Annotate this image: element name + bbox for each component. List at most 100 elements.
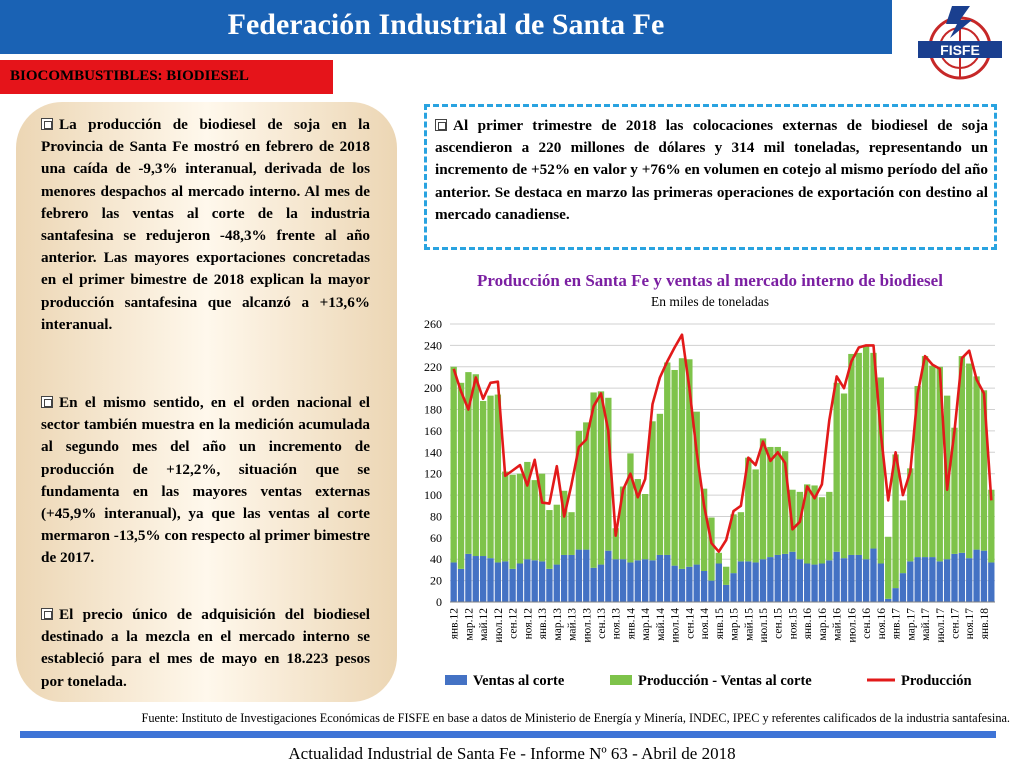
bar-produccion-menos-ventas xyxy=(590,392,597,568)
bar-produccion-menos-ventas xyxy=(921,356,929,558)
x-tick-label: янв.16 xyxy=(802,608,814,639)
bar-ventas xyxy=(502,561,509,602)
x-tick-label: июл.12 xyxy=(493,608,505,643)
bar-produccion-menos-ventas xyxy=(811,485,818,565)
bar-produccion-menos-ventas xyxy=(973,376,980,550)
bar-ventas xyxy=(627,562,634,602)
bar-ventas xyxy=(877,563,885,602)
bar-produccion-menos-ventas xyxy=(450,366,457,563)
bar-produccion-menos-ventas xyxy=(568,512,575,555)
bar-produccion-menos-ventas xyxy=(745,457,752,562)
bar-ventas xyxy=(700,570,708,602)
bar-ventas xyxy=(619,559,627,602)
bar-produccion-menos-ventas xyxy=(980,390,988,551)
bar-ventas xyxy=(951,553,958,602)
bar-ventas xyxy=(715,563,722,602)
bar-ventas xyxy=(494,562,502,602)
checkbox-bullet-icon xyxy=(435,119,447,131)
bar-ventas xyxy=(664,554,671,602)
bar-produccion-menos-ventas xyxy=(752,469,759,563)
x-tick-label: мар.17 xyxy=(905,608,917,641)
x-tick-label: мар.14 xyxy=(640,608,652,641)
x-tick-label: май.14 xyxy=(655,608,667,641)
bar-produccion-menos-ventas xyxy=(671,369,678,566)
bar-ventas xyxy=(612,559,619,602)
bar-ventas xyxy=(774,554,781,602)
bar-ventas xyxy=(531,560,538,602)
x-tick-label: ноя.12 xyxy=(522,608,534,640)
bar-ventas xyxy=(590,567,597,602)
line-produccion xyxy=(452,333,993,553)
bar-ventas xyxy=(767,557,774,602)
x-tick-label: май.13 xyxy=(567,608,579,641)
x-tick-label: май.15 xyxy=(743,608,755,641)
x-tick-label: сен.15 xyxy=(773,608,785,639)
bar-ventas xyxy=(943,559,951,602)
bar-produccion-menos-ventas xyxy=(465,372,472,554)
chart-title: Producción en Santa Fe y ventas al merca… xyxy=(477,271,943,290)
y-tick-label: 40 xyxy=(430,552,442,566)
x-tick-label: ноя.15 xyxy=(787,608,799,640)
bar-ventas xyxy=(560,554,568,602)
bar-produccion-menos-ventas xyxy=(538,473,546,562)
bar-produccion-menos-ventas xyxy=(509,474,516,569)
bar-ventas xyxy=(686,566,693,602)
bar-produccion-menos-ventas xyxy=(597,391,605,565)
x-tick-label: сен.14 xyxy=(684,608,696,639)
bar-produccion-menos-ventas xyxy=(583,422,590,550)
page-title: Federación Industrial de Santa Fe xyxy=(227,8,665,41)
bar-produccion-menos-ventas xyxy=(693,411,700,565)
checkbox-bullet-icon xyxy=(41,118,53,130)
x-tick-label: сен.13 xyxy=(596,608,608,639)
bar-ventas xyxy=(818,563,826,602)
bar-produccion-menos-ventas xyxy=(642,494,649,560)
bar-produccion-menos-ventas xyxy=(487,395,494,559)
bar-ventas xyxy=(472,556,479,602)
bar-ventas xyxy=(826,560,833,602)
bar-ventas xyxy=(642,559,649,602)
logo-text: FISFE xyxy=(940,42,980,58)
bar-ventas xyxy=(781,553,789,602)
bar-ventas xyxy=(524,559,531,602)
x-tick-label: янв.17 xyxy=(891,608,903,639)
paragraph-3: El precio único de adquisición del biodi… xyxy=(41,606,370,690)
bar-ventas xyxy=(575,549,583,602)
bar-produccion-menos-ventas xyxy=(678,358,686,569)
bar-produccion-menos-ventas xyxy=(656,413,664,555)
y-tick-label: 160 xyxy=(424,424,442,438)
bar-ventas xyxy=(988,562,995,602)
bar-produccion-menos-ventas xyxy=(560,490,568,555)
x-tick-label: янв.18 xyxy=(979,608,991,639)
bar-produccion-menos-ventas xyxy=(737,512,745,562)
chart-subtitle: En miles de toneladas xyxy=(650,294,770,309)
paragraph-2: En el mismo sentido, en el orden naciona… xyxy=(41,394,370,567)
y-tick-label: 60 xyxy=(430,531,442,545)
bar-ventas xyxy=(693,564,700,602)
bar-ventas xyxy=(899,573,907,602)
bar-ventas xyxy=(546,568,553,602)
x-tick-label: мар.15 xyxy=(729,608,741,641)
x-tick-label: июл.14 xyxy=(670,608,682,643)
bar-produccion-menos-ventas xyxy=(605,397,612,551)
bar-produccion-menos-ventas xyxy=(936,366,943,562)
paragraph-1: La producción de biodiesel de soja en la… xyxy=(41,116,370,333)
biodiesel-chart: 0 20 40 60 80 100 120 140 160 180 200 220 240 260 янв.… xyxy=(424,317,995,689)
bar-produccion-menos-ventas xyxy=(907,468,914,562)
bar-ventas xyxy=(457,568,465,602)
bar-produccion-menos-ventas xyxy=(708,517,715,581)
bar-produccion-menos-ventas xyxy=(833,382,840,552)
x-tick-label: июл.13 xyxy=(581,608,593,643)
bar-ventas xyxy=(479,556,487,602)
bar-produccion-menos-ventas xyxy=(818,497,826,564)
bar-ventas xyxy=(649,560,656,602)
x-tick-label: июл.17 xyxy=(935,608,947,643)
bar-ventas xyxy=(538,561,546,602)
bar-ventas xyxy=(936,561,943,602)
bar-produccion-menos-ventas xyxy=(870,352,877,549)
bar-produccion-menos-ventas xyxy=(723,566,730,585)
y-tick-label: 80 xyxy=(430,509,442,523)
checkbox-bullet-icon xyxy=(41,608,53,620)
y-tick-label: 180 xyxy=(424,403,442,417)
bar-produccion-menos-ventas xyxy=(634,479,641,561)
bar-produccion-menos-ventas xyxy=(885,536,892,599)
